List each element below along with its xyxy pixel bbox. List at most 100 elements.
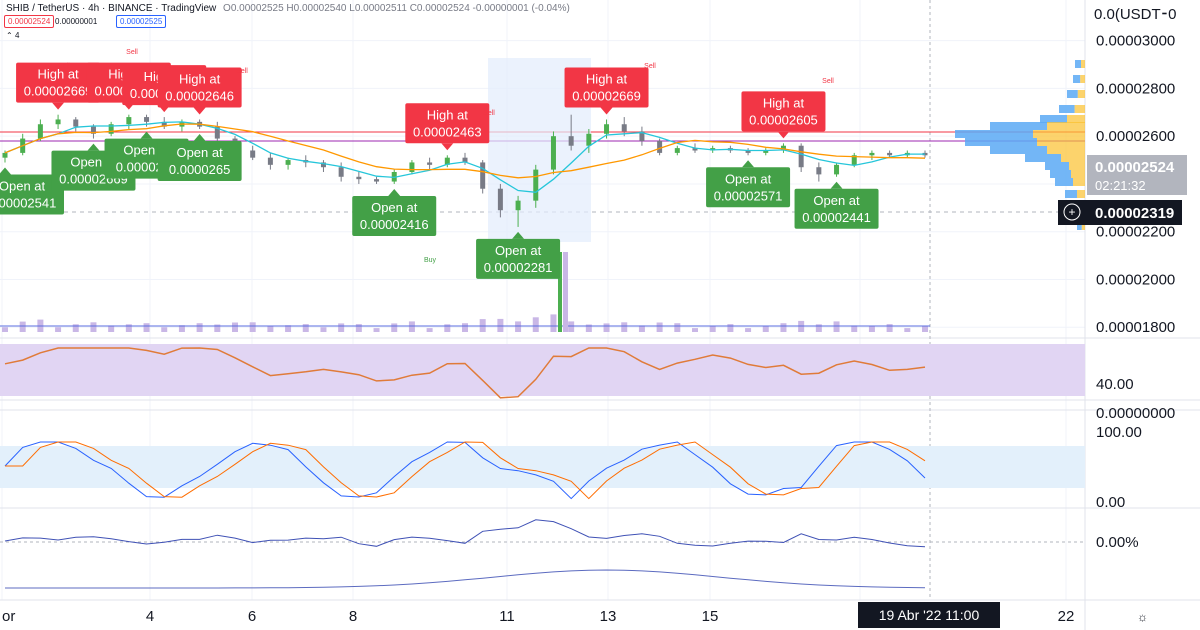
signal-value: 0.00002669 bbox=[572, 88, 641, 103]
open-signal-label bbox=[706, 167, 791, 208]
candle-body bbox=[338, 167, 344, 177]
volume-profile-bar bbox=[1080, 75, 1085, 83]
osc-line bbox=[4, 519, 926, 548]
candle-body bbox=[427, 162, 433, 165]
volume-bar bbox=[692, 328, 698, 332]
time-tick-label: 8 bbox=[349, 608, 357, 625]
candle-body bbox=[444, 157, 450, 165]
open-signal-label bbox=[476, 238, 561, 279]
volume-bar bbox=[90, 322, 97, 332]
candle-body bbox=[621, 124, 627, 132]
volume-profile-bar bbox=[1065, 190, 1077, 198]
volume-bar bbox=[285, 325, 292, 332]
ask-price-pill[interactable]: 0.00002525 bbox=[116, 15, 167, 28]
time-tick-label: 6 bbox=[248, 608, 256, 625]
settings-icon[interactable]: ☼ bbox=[1137, 610, 1148, 624]
volume-bar bbox=[302, 324, 309, 332]
volume-bar bbox=[267, 326, 274, 332]
open-signal-label bbox=[157, 141, 242, 182]
signal-pointer bbox=[193, 107, 206, 115]
volume-bar bbox=[851, 325, 858, 332]
volume-bar bbox=[709, 326, 716, 332]
signal-pointer bbox=[140, 131, 153, 139]
volume-bar bbox=[621, 322, 628, 332]
signal-pointer bbox=[830, 181, 843, 189]
volume-bar bbox=[532, 317, 539, 332]
candle-body bbox=[144, 117, 150, 122]
signal-value: 0.00002541 bbox=[0, 195, 56, 210]
time-tick-label: 15 bbox=[702, 608, 719, 625]
high-signal-label bbox=[741, 91, 826, 132]
candle-body bbox=[108, 124, 114, 134]
spread-value: 0.00000001 bbox=[55, 17, 98, 26]
candle-body bbox=[250, 150, 256, 158]
ma-fast-line bbox=[4, 121, 925, 193]
signal-pointer bbox=[87, 143, 100, 151]
sell-marker: Sell bbox=[822, 78, 834, 85]
signal-pointer bbox=[388, 188, 401, 196]
volume-profile-bar bbox=[965, 138, 1037, 146]
sell-marker: Sell bbox=[126, 49, 138, 56]
volume-profile-bar bbox=[1071, 170, 1085, 178]
price-axis-unit: 0.0(USDT⁃0 bbox=[1094, 6, 1177, 23]
volume-profile-bar bbox=[1047, 122, 1085, 130]
candle-body bbox=[267, 157, 273, 165]
sell-marker: Sell bbox=[236, 68, 248, 75]
candle-body bbox=[480, 162, 486, 189]
volume-bar bbox=[373, 328, 380, 332]
candle-body bbox=[320, 162, 326, 168]
buy-marker: Buy bbox=[424, 257, 437, 264]
volume-bar bbox=[568, 321, 575, 332]
indicator-count: 4 bbox=[14, 31, 20, 40]
volume-bar bbox=[444, 324, 451, 332]
volume-bar bbox=[249, 322, 256, 332]
volume-profile-bar bbox=[1059, 105, 1075, 113]
volume-profile-bar bbox=[1037, 138, 1085, 146]
volume-bar bbox=[922, 326, 928, 332]
volume-bar bbox=[815, 324, 822, 332]
stoch-axis-label: 100.00 bbox=[1096, 424, 1142, 441]
signal-title: High at bbox=[763, 95, 805, 110]
bid-price-pill[interactable]: 0.00002524 bbox=[4, 15, 55, 28]
volume-bar bbox=[355, 324, 362, 332]
candle-body bbox=[2, 152, 8, 158]
candle-body bbox=[834, 164, 840, 175]
ma-slow-line bbox=[4, 123, 926, 179]
candle-body bbox=[851, 155, 857, 165]
volume-profile-bar bbox=[1069, 162, 1085, 170]
symbol-title[interactable]: SHIB / TetherUS · 4h · BINANCE · Trading… bbox=[6, 3, 217, 14]
indicator-collapse-toggle[interactable]: ⌃ 4 bbox=[6, 31, 20, 40]
volume-profile-bar bbox=[1073, 178, 1085, 186]
signal-value: 0.00002571 bbox=[714, 188, 783, 203]
signal-pointer bbox=[193, 134, 206, 142]
volume-bar bbox=[19, 321, 26, 332]
candle-body bbox=[586, 133, 592, 146]
price-tick-label: 0.00002200 bbox=[1096, 224, 1175, 241]
candle-body bbox=[462, 157, 468, 163]
candle-body bbox=[763, 150, 769, 153]
volume-profile-bar bbox=[1055, 178, 1073, 186]
price-tick-label: 0.00002000 bbox=[1096, 271, 1175, 288]
candle-body bbox=[515, 200, 521, 211]
volume-bar bbox=[638, 325, 645, 332]
volume-bar bbox=[391, 323, 398, 332]
candle-body bbox=[887, 152, 893, 156]
signal-pointer bbox=[441, 143, 454, 151]
volume-profile-bar bbox=[1047, 146, 1085, 154]
volume-profile-bar bbox=[1077, 190, 1085, 198]
buy-marker: Buy bbox=[806, 221, 819, 228]
candle-body bbox=[90, 126, 96, 134]
price-tick-label: 0.00002800 bbox=[1096, 80, 1175, 97]
volume-bar bbox=[780, 323, 787, 332]
candle-body bbox=[374, 179, 380, 182]
volume-bar bbox=[886, 324, 893, 332]
signal-title: Open at bbox=[495, 243, 542, 258]
signal-pointer bbox=[742, 160, 755, 168]
crosshair-price-tag bbox=[1058, 200, 1182, 225]
time-tick-label: 13 bbox=[600, 608, 617, 625]
rsi-line bbox=[4, 347, 926, 399]
signal-title: Open at bbox=[371, 200, 418, 215]
open-signal-label bbox=[352, 195, 437, 236]
volume-bar bbox=[338, 323, 345, 332]
